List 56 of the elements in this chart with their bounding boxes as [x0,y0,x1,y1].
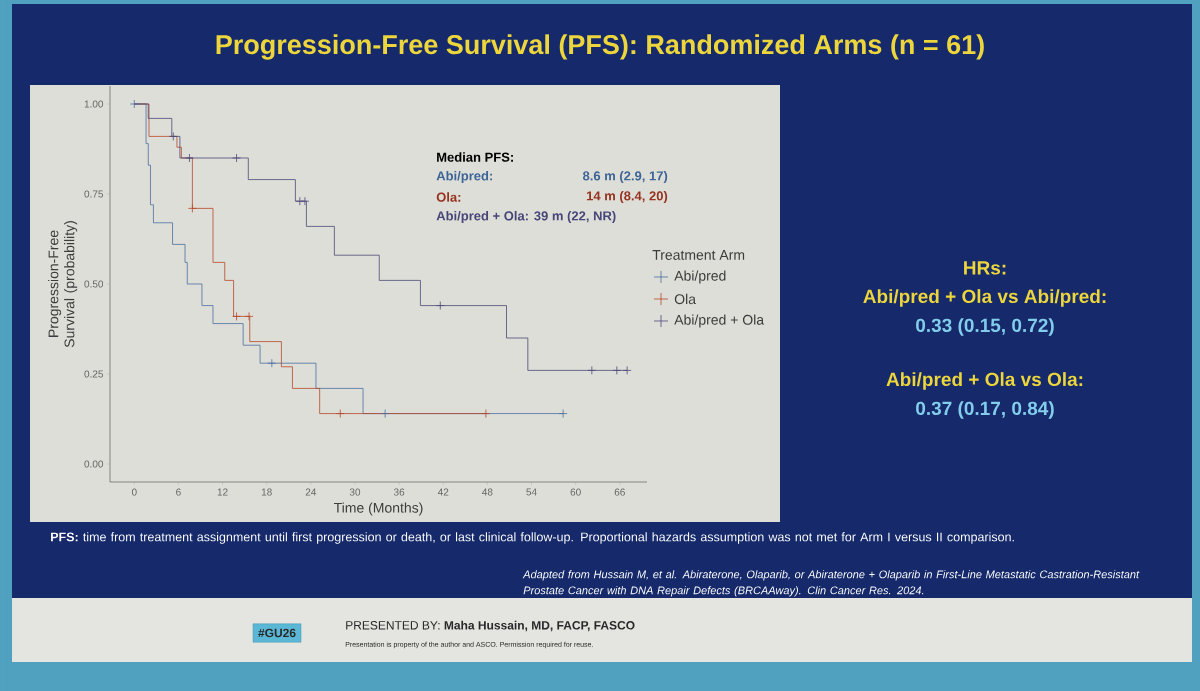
point [168,131,178,141]
annotation: 8.6 m (2.9, 17) [582,170,668,184]
x-tick-label: 42 [437,488,449,496]
annotation: Abi/pred: [436,170,493,184]
text: Adapted from Hussain M, et al. Abiraterone, Olaparib, or Abiraterone + Olaparib in First-Line Metastatic Castration-Resistant Prostate Cancer with DNA Repair Defects (BRCAAway). Clin Cancer Res. 2024. [522,570,1140,597]
annotation: 14 m (8.4, 20) [586,190,668,204]
point [300,196,310,206]
point [232,153,241,163]
text: Abi/pred + Ola vs Ola: [886,372,1083,390]
annotation: Median PFS: [437,152,513,162]
annotation: Abi/pred + Ola: 39 m (22, NR) [436,210,616,224]
point [335,409,345,418]
y-tick-label: 1.00 [84,100,104,108]
x-tick-label: 30 [349,488,361,496]
x-tick-label: 48 [482,488,493,496]
point [558,409,568,418]
y-tick-label: 0.00 [84,460,104,468]
point [232,311,241,321]
x-tick-label: 60 [570,488,581,496]
x-tick-label: 18 [261,488,272,496]
legend-label: Abi/pred + Ola [674,314,765,328]
point [481,409,491,418]
legend-label: Abi/pred [674,270,726,284]
y-tick-label: 0.50 [84,280,104,288]
x-tick-label: 54 [526,488,537,496]
point [244,311,254,321]
x-axis-title: Time (Months) [333,502,423,516]
point [188,203,197,213]
x-tick-label: 66 [614,488,625,496]
point [435,301,445,310]
point [129,99,139,109]
x-tick-label: 12 [217,488,228,496]
point [622,365,632,375]
x-tick-label: 6 [176,488,181,496]
y-axis-title: Progression-Free Survival (probability) [48,221,78,348]
text: #GU26 [258,628,296,638]
x-tick-label: 36 [393,488,405,496]
point [267,358,277,368]
point [587,365,597,375]
point [185,153,194,163]
text: PFS: time from treatment assignment until first progression or death, or last clinical follow-up. Proportional hazards assumption was not met for Arm I versus II comparison. [51,532,1014,544]
text: HRs: [964,261,1006,275]
x-tick-label: 0 [131,488,137,496]
text: 0.33 (0.15, 0.72) [916,318,1054,336]
y-tick-label: 0.25 [84,370,104,378]
legend-title: Treatment Arm [652,250,745,260]
text: 0.37 (0.17, 0.84) [916,401,1054,419]
annotation: Ola: [436,192,461,202]
chart-title: Progression-Free Survival (PFS): Randomized Arms (n = 61) [216,34,984,60]
text: Abi/pred + Ola vs Abi/pred: [863,289,1106,307]
point [380,409,390,418]
text: PRESENTED BY: Maha Hussain, MD, FACP, FASCO [346,620,635,632]
x-tick-label: 24 [305,488,317,496]
legend-label: Ola [674,293,696,305]
point [612,365,622,375]
y-tick-label: 0.75 [84,190,104,198]
